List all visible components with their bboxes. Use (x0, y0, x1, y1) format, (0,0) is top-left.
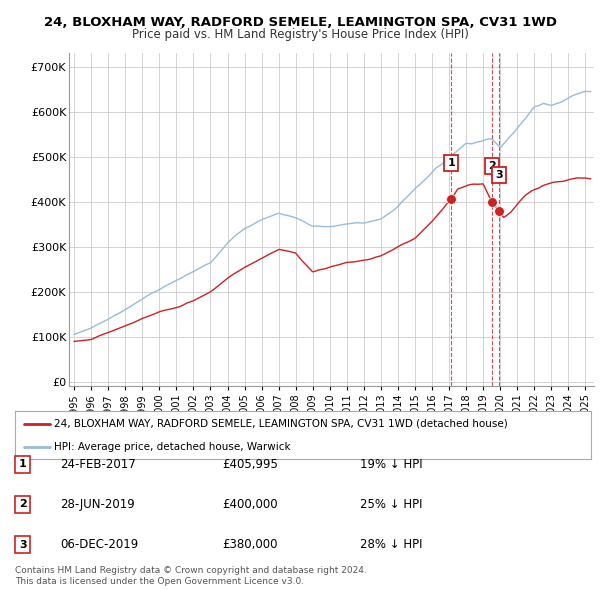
Text: 24-FEB-2017: 24-FEB-2017 (60, 458, 136, 471)
Text: 2: 2 (488, 160, 496, 171)
Text: 28-JUN-2019: 28-JUN-2019 (60, 498, 135, 511)
Text: 3: 3 (19, 540, 26, 549)
Text: 24, BLOXHAM WAY, RADFORD SEMELE, LEAMINGTON SPA, CV31 1WD: 24, BLOXHAM WAY, RADFORD SEMELE, LEAMING… (44, 16, 557, 29)
Text: 28% ↓ HPI: 28% ↓ HPI (360, 538, 422, 551)
Text: £405,995: £405,995 (222, 458, 278, 471)
Text: 25% ↓ HPI: 25% ↓ HPI (360, 498, 422, 511)
Text: 06-DEC-2019: 06-DEC-2019 (60, 538, 138, 551)
Text: 19% ↓ HPI: 19% ↓ HPI (360, 458, 422, 471)
Text: Price paid vs. HM Land Registry's House Price Index (HPI): Price paid vs. HM Land Registry's House … (131, 28, 469, 41)
Text: 3: 3 (495, 170, 503, 180)
Text: 24, BLOXHAM WAY, RADFORD SEMELE, LEAMINGTON SPA, CV31 1WD (detached house): 24, BLOXHAM WAY, RADFORD SEMELE, LEAMING… (54, 419, 508, 429)
Text: Contains HM Land Registry data © Crown copyright and database right 2024.: Contains HM Land Registry data © Crown c… (15, 566, 367, 575)
Text: 2: 2 (19, 500, 26, 509)
Text: £380,000: £380,000 (222, 538, 277, 551)
Text: 1: 1 (19, 460, 26, 469)
Text: 1: 1 (447, 158, 455, 168)
Text: HPI: Average price, detached house, Warwick: HPI: Average price, detached house, Warw… (54, 442, 291, 452)
Text: This data is licensed under the Open Government Licence v3.0.: This data is licensed under the Open Gov… (15, 577, 304, 586)
Text: £400,000: £400,000 (222, 498, 278, 511)
